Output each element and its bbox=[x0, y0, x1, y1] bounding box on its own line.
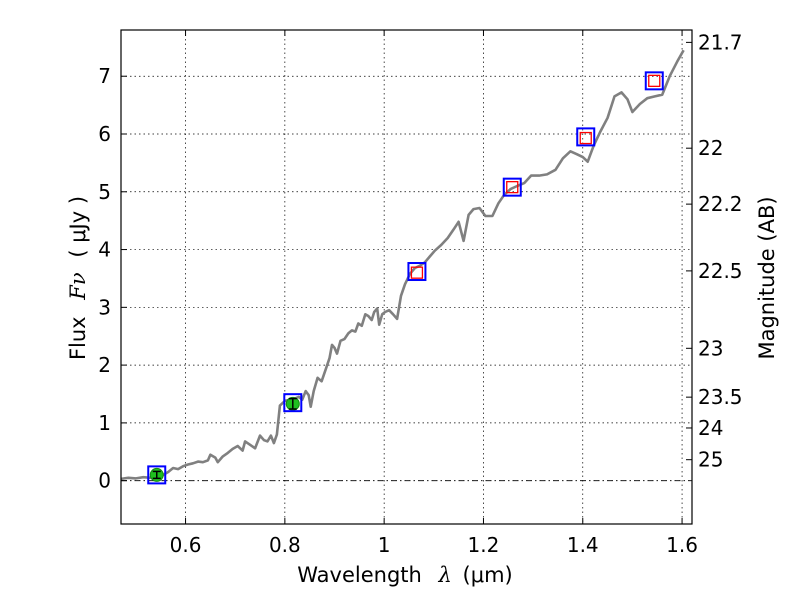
model-phot-square-5 bbox=[644, 71, 664, 91]
y-tick-label-4: 4 bbox=[98, 238, 111, 262]
x-tick-label-2: 1 bbox=[378, 533, 391, 557]
x-tick-label-0: 0.6 bbox=[170, 533, 202, 557]
y-ticks: 0 1 2 3 4 5 6 7 bbox=[98, 64, 127, 493]
spectrum-line bbox=[120, 49, 685, 481]
y-tick-label-3: 3 bbox=[98, 295, 111, 319]
x-axis-label-text: Wavelength bbox=[297, 563, 422, 587]
x-tick-label-1: 0.8 bbox=[269, 533, 301, 557]
model-phot-square-0 bbox=[147, 465, 167, 485]
mag-tick-label-5: 23.5 bbox=[698, 385, 743, 409]
mag-tick-label-2: 22.2 bbox=[698, 192, 743, 216]
magnitude-axis-label: Magnitude (AB) bbox=[755, 196, 779, 359]
model-phot-square-1 bbox=[283, 393, 303, 413]
upper-limit-square-0 bbox=[410, 266, 424, 279]
upper-limit-square-2 bbox=[579, 131, 592, 145]
mag-tick-label-3: 22.5 bbox=[698, 259, 743, 283]
y-tick-label-0: 0 bbox=[98, 469, 111, 493]
model-phot-square-3 bbox=[502, 177, 522, 197]
grid-layer bbox=[121, 30, 692, 524]
y-axis-label-unit: ( μJy ) bbox=[66, 196, 90, 258]
plot-frame bbox=[120, 29, 693, 525]
x-axis-label-unit: (μm) bbox=[463, 563, 513, 587]
model-phot-square-2 bbox=[407, 262, 427, 282]
x-axis-label: Wavelength λ (μm) bbox=[297, 563, 512, 587]
spectrum-layer bbox=[120, 49, 685, 481]
y-axis-label-symbol: Fν bbox=[66, 272, 90, 301]
y-tick-label-7: 7 bbox=[98, 64, 111, 88]
magnitude-ticks: 21.7 22 22.2 22.5 23 23.5 24 25 bbox=[686, 30, 743, 472]
mag-tick-label-0: 21.7 bbox=[698, 30, 743, 54]
x-tick-label-5: 1.6 bbox=[666, 533, 698, 557]
upper-limit-square-1 bbox=[506, 181, 519, 194]
y-axis-label-text: Flux bbox=[66, 316, 90, 360]
y-tick-label-1: 1 bbox=[98, 411, 111, 435]
mag-tick-label-1: 22 bbox=[698, 136, 723, 160]
marker-layer bbox=[147, 71, 664, 485]
x-axis-label-symbol: λ bbox=[438, 563, 452, 587]
upper-limit-square-3 bbox=[648, 74, 661, 87]
x-tick-label-4: 1.4 bbox=[567, 533, 599, 557]
model-phot-square-4 bbox=[576, 127, 596, 147]
y-tick-label-2: 2 bbox=[98, 353, 111, 377]
mag-tick-label-4: 23 bbox=[698, 336, 723, 360]
mag-tick-label-6: 24 bbox=[698, 416, 723, 440]
y-axis-label: Flux Fν ( μJy ) bbox=[66, 196, 90, 360]
x-tick-label-3: 1.2 bbox=[468, 533, 500, 557]
x-ticks: 0.6 0.8 1 1.2 1.4 1.6 bbox=[170, 30, 698, 557]
y-tick-label-5: 5 bbox=[98, 180, 111, 204]
mag-tick-label-7: 25 bbox=[698, 448, 723, 472]
y-tick-label-6: 6 bbox=[98, 122, 111, 146]
